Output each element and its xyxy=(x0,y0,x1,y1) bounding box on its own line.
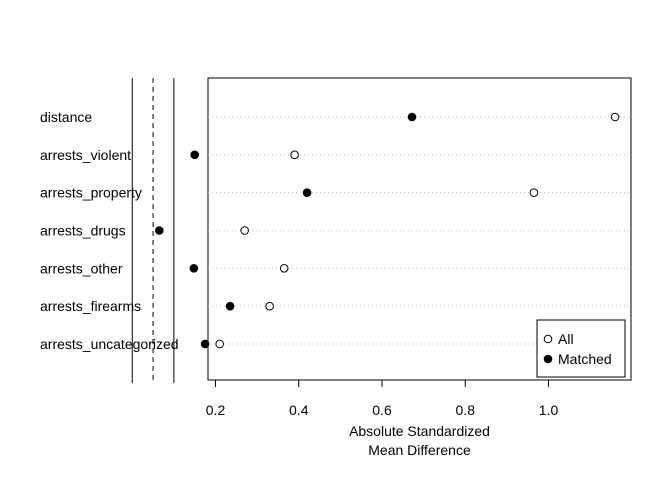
legend-box xyxy=(536,319,626,378)
point-all-arrests-violent xyxy=(290,150,299,160)
x-axis: 0.2 0.4 0.6 0.8 1.0 xyxy=(206,379,559,418)
variable-label-arrests-other: arrests_other xyxy=(40,260,123,276)
variable-label-arrests-firearms: arrests_firearms xyxy=(40,298,141,314)
variable-label-arrests-uncategorized: arrests_uncategorized xyxy=(40,336,179,352)
x-axis-title-line: Absolute Standardized xyxy=(349,423,490,439)
x-tick-label: 0.4 xyxy=(289,402,309,418)
point-all-arrests-other xyxy=(279,264,289,273)
point-matched-arrests-uncategorized xyxy=(200,339,210,349)
point-matched-arrests-drugs xyxy=(155,226,164,235)
legend-marker-matched xyxy=(543,354,553,364)
x-tick-label: 0.2 xyxy=(206,402,226,418)
data-points xyxy=(155,112,620,349)
variable-label-arrests-violent: arrests_violent xyxy=(40,147,131,163)
variable-label-arrests-property: arrests_property xyxy=(40,185,142,201)
reference-lines xyxy=(131,78,175,383)
x-tick-label: 0.6 xyxy=(372,402,392,418)
point-matched-arrests-other xyxy=(189,264,199,273)
point-all-arrests-property xyxy=(529,188,539,197)
point-matched-arrests-firearms xyxy=(225,301,235,311)
variable-label-arrests-drugs: arrests_drugs xyxy=(40,222,126,238)
x-tick-label: 1.0 xyxy=(539,402,559,418)
point-all-arrests-drugs xyxy=(240,226,249,235)
point-all-arrests-uncategorized xyxy=(215,339,224,349)
point-matched-distance xyxy=(407,112,417,122)
variable-label-distance: distance xyxy=(40,109,92,125)
x-axis-title-line: Mean Difference xyxy=(368,442,471,458)
x-tick-label: 0.8 xyxy=(456,402,476,418)
point-all-distance xyxy=(610,112,620,122)
legend-label-all: All xyxy=(558,331,574,347)
variable-labels: distance arrests_violent arrests_propertya… xyxy=(40,109,179,352)
point-matched-arrests-violent xyxy=(190,150,199,160)
point-all-arrests-firearms xyxy=(265,301,274,311)
legend-label-matched: Matched xyxy=(558,351,612,367)
x-axis-title: Absolute Standardized Mean Difference xyxy=(349,423,490,458)
legend-marker-all xyxy=(543,334,553,344)
legend: All Matched xyxy=(536,319,626,378)
point-matched-arrests-property xyxy=(302,188,312,197)
